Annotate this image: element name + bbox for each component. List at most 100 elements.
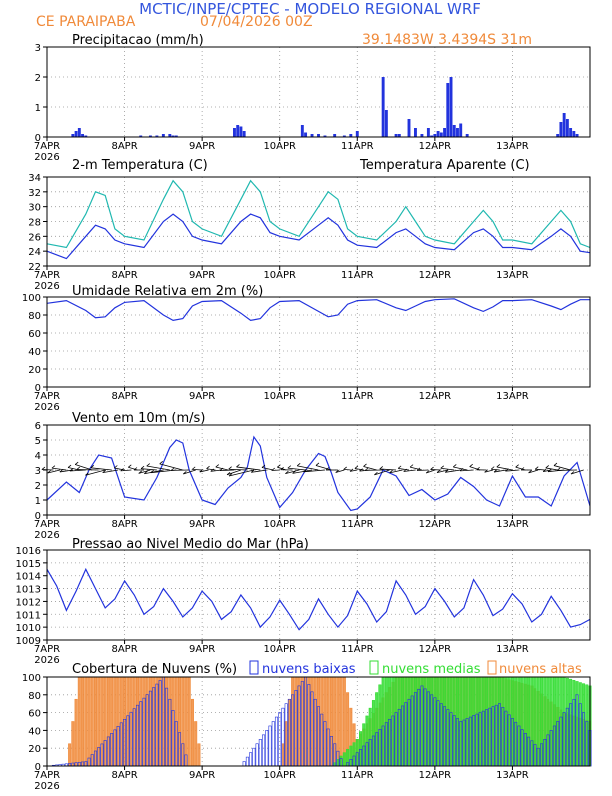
y-tick-label: 3 (35, 43, 41, 54)
low-cloud-bar (259, 739, 261, 766)
x-tick-label: 10APR (263, 644, 296, 655)
high-cloud-bar (72, 722, 74, 767)
wind-arrow-head (160, 461, 163, 464)
wind-arrow-head (410, 465, 413, 468)
mid-cloud-bar (382, 677, 384, 766)
wind-arrow-head (431, 467, 434, 470)
wind-arrow (364, 466, 377, 470)
x-tick-label: 13APR (496, 770, 529, 781)
high-cloud-bar (140, 677, 142, 766)
wind-arrow (344, 469, 351, 470)
mid-cloud-bar (560, 677, 562, 766)
high-cloud-bar (107, 677, 109, 766)
high-cloud-bar (172, 677, 174, 766)
x-tick-label: 10APR (263, 519, 296, 530)
high-cloud-bar (88, 677, 90, 766)
y-tick-label: 3 (35, 466, 41, 477)
mid-cloud-bar (408, 677, 410, 766)
high-cloud-bar (91, 677, 93, 766)
mid-cloud-bar (430, 677, 432, 766)
mid-cloud-bar (582, 684, 584, 766)
precip-bar (459, 124, 462, 138)
x-tick-label: 9APR (189, 141, 215, 152)
panel-temperature-title-right: Temperatura Aparente (C) (359, 158, 530, 173)
low-cloud-bar (243, 762, 245, 766)
y-tick-label: 60 (28, 709, 41, 720)
mid-cloud-bar (424, 677, 426, 766)
wind-arrow-head (380, 466, 383, 469)
y-tick-label: 26 (28, 232, 41, 243)
high-cloud-bar (101, 677, 103, 766)
precip-bar (569, 128, 572, 137)
mid-cloud-bar (350, 746, 352, 766)
mid-cloud-bar (434, 677, 436, 766)
precip-bar (382, 77, 385, 137)
high-cloud-bar (304, 677, 306, 766)
wind-arrow-head (364, 464, 367, 467)
x-tick-label: 10APR (263, 141, 296, 152)
precip-bar (572, 131, 575, 137)
x-tick-label: 13APR (496, 519, 529, 530)
precip-bar (385, 110, 388, 137)
high-cloud-bar (85, 677, 87, 766)
wind-arrow (220, 470, 235, 471)
panel-pressure: Pressao ao Nivel Medio do Mar (hPa) 1009… (16, 537, 590, 666)
high-cloud-bar (311, 677, 313, 766)
mid-cloud-bar (340, 756, 342, 766)
x-tick-label: 11APR (341, 770, 374, 781)
precip-bar (78, 128, 81, 137)
x-tick-label: 11APR (341, 644, 374, 655)
mid-cloud-bar (573, 680, 575, 766)
x-tick-year: 2026 (34, 281, 59, 292)
mid-cloud-bar (576, 681, 578, 766)
precip-bar (450, 77, 453, 137)
wind-arrow-head (470, 464, 473, 467)
wind-arrow-head (535, 467, 538, 470)
apparent-temp-line (47, 181, 590, 248)
y-tick-label: 1016 (16, 546, 41, 557)
mid-cloud-bar (388, 677, 390, 766)
wind-arrow-head (236, 464, 239, 467)
y-tick-label: 100 (22, 673, 41, 684)
header-run: 07/04/2026 00Z (200, 14, 313, 30)
wind-arrow-head (207, 466, 210, 469)
wind-arrow (497, 467, 513, 470)
mid-cloud-bar (518, 677, 520, 766)
precip-bar (427, 128, 430, 137)
x-tick-label: 10APR (263, 770, 296, 781)
panel-wind-line (42, 437, 590, 511)
wind-arrow-head (297, 463, 300, 466)
panel-temperature-frame (47, 177, 590, 266)
mid-cloud-bar (411, 677, 413, 766)
x-tick-label: 8APR (111, 519, 137, 530)
header-location: CE PARAIPABA (36, 14, 136, 30)
mid-cloud-bar (502, 677, 504, 766)
mid-cloud-bar (385, 677, 387, 766)
wind-arrow-head (554, 463, 557, 466)
y-tick-label: 1012 (16, 597, 41, 608)
y-tick-label: 34 (28, 173, 41, 184)
high-cloud-bar (198, 744, 200, 766)
mid-cloud-bar (508, 677, 510, 766)
precip-bar (446, 83, 449, 137)
low-cloud-bar (253, 748, 255, 766)
high-cloud-bar (188, 677, 190, 766)
mid-cloud-bar (414, 677, 416, 766)
precip-bar (443, 128, 446, 137)
high-cloud-bar (321, 677, 323, 766)
mid-cloud-bar (482, 677, 484, 766)
precip-bar (563, 113, 566, 137)
low-cloud-bar (272, 722, 274, 767)
precip-bar (236, 125, 239, 137)
high-cloud-bar (104, 677, 106, 766)
panel-temperature: 2-m Temperatura (C) Temperatura Aparente… (28, 158, 590, 292)
high-cloud-bar (178, 677, 180, 766)
wind-arrow-head (491, 467, 494, 470)
high-cloud-bar (301, 677, 303, 766)
mid-cloud-bar (569, 679, 571, 766)
y-tick-label: 80 (28, 311, 41, 322)
x-tick-label: 8APR (111, 141, 137, 152)
